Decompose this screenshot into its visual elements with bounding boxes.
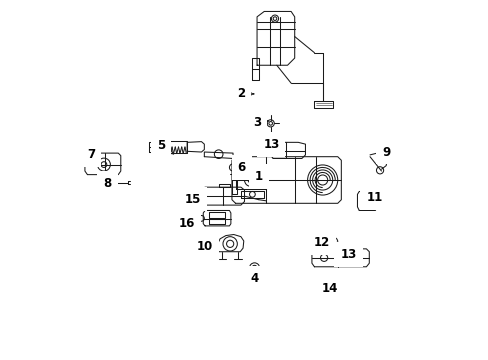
Text: 5: 5: [157, 139, 173, 154]
Text: 16: 16: [179, 217, 195, 230]
Text: 2: 2: [236, 87, 253, 100]
Text: 13: 13: [340, 248, 356, 261]
Text: 10: 10: [197, 240, 213, 253]
Text: 9: 9: [381, 145, 389, 158]
Text: 6: 6: [237, 161, 245, 174]
Text: 11: 11: [366, 192, 382, 204]
Text: 8: 8: [103, 177, 112, 190]
Text: 12: 12: [313, 236, 329, 249]
Text: 15: 15: [184, 193, 200, 206]
Text: 7: 7: [87, 148, 97, 161]
Text: 13: 13: [263, 138, 279, 151]
Text: 14: 14: [321, 282, 337, 295]
Text: 3: 3: [252, 116, 268, 129]
Text: 1: 1: [254, 170, 264, 183]
Text: 4: 4: [250, 272, 258, 285]
